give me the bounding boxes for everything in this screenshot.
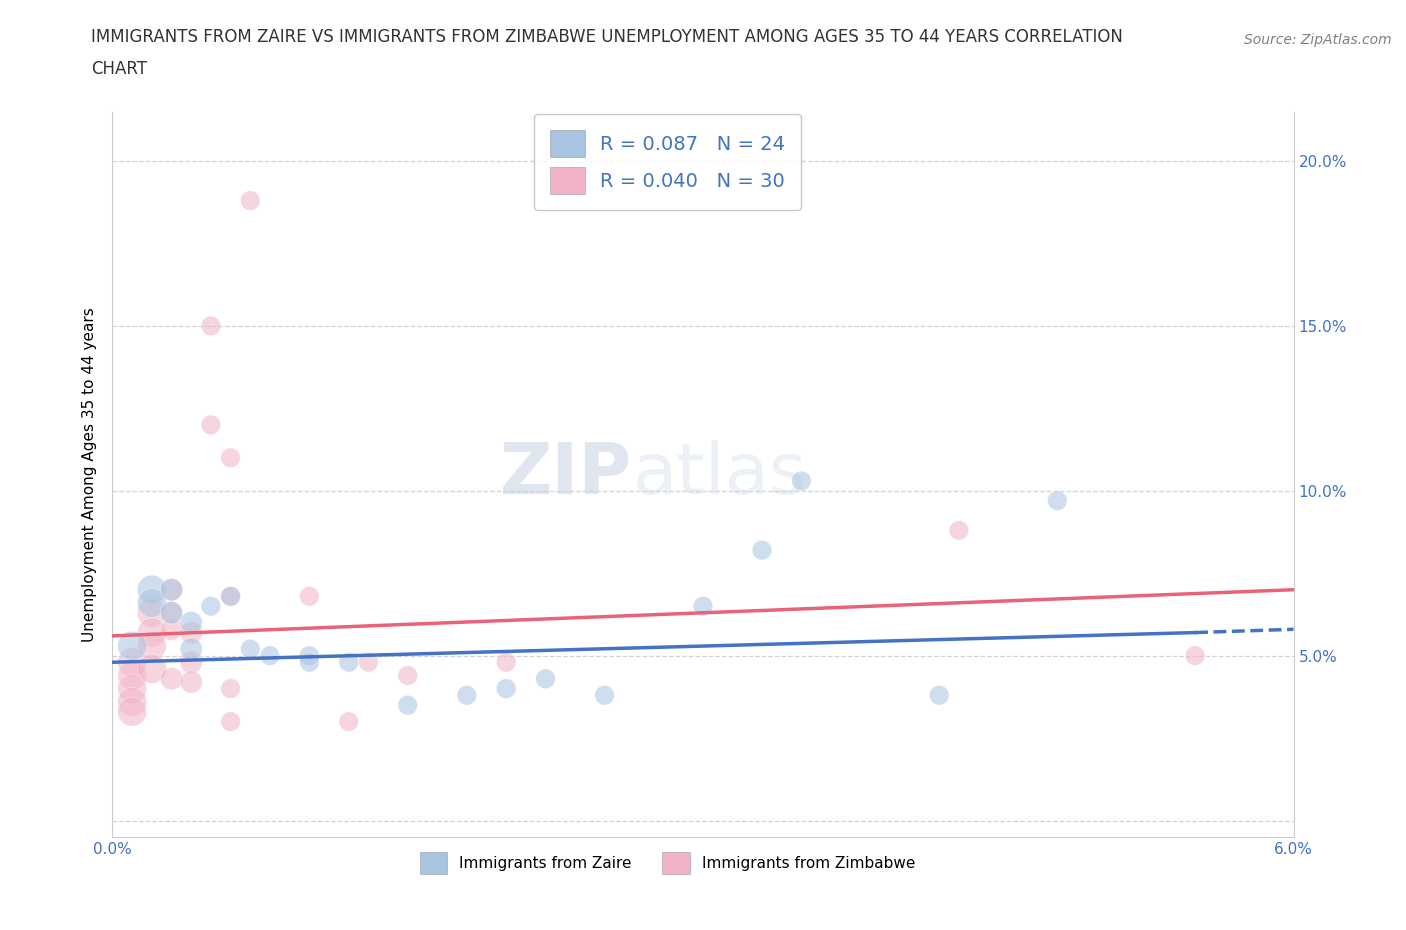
Point (495, 681, 517, 696)
Point (259, 648, 281, 663)
Point (141, 605, 163, 620)
Point (121, 704, 143, 719)
Point (298, 648, 321, 663)
Point (121, 638, 143, 653)
Point (219, 714, 242, 729)
Point (790, 473, 813, 488)
Point (337, 714, 360, 729)
Point (239, 193, 262, 208)
Point (456, 688, 478, 703)
Point (180, 674, 202, 689)
Point (298, 655, 321, 670)
Point (1184, 648, 1206, 663)
Text: ZIP: ZIP (501, 440, 633, 509)
Point (160, 671, 183, 686)
Point (219, 450, 242, 465)
Point (180, 625, 202, 640)
Point (141, 638, 163, 653)
Point (180, 642, 202, 657)
Point (121, 695, 143, 710)
Point (948, 523, 970, 538)
Point (298, 589, 321, 604)
Point (495, 655, 517, 670)
Point (160, 582, 183, 597)
Point (396, 668, 419, 683)
Point (200, 599, 222, 614)
Point (751, 543, 773, 558)
Point (160, 622, 183, 637)
Point (200, 318, 222, 333)
Text: IMMIGRANTS FROM ZAIRE VS IMMIGRANTS FROM ZIMBABWE UNEMPLOYMENT AMONG AGES 35 TO : IMMIGRANTS FROM ZAIRE VS IMMIGRANTS FROM… (91, 28, 1123, 46)
Point (534, 671, 557, 686)
Text: atlas: atlas (633, 440, 807, 509)
Point (160, 605, 183, 620)
Point (141, 661, 163, 676)
Point (928, 688, 950, 703)
Point (219, 681, 242, 696)
Point (121, 655, 143, 670)
Y-axis label: Unemployment Among Ages 35 to 44 years: Unemployment Among Ages 35 to 44 years (82, 307, 97, 642)
Point (692, 599, 714, 614)
Point (141, 582, 163, 597)
Point (141, 595, 163, 610)
Point (219, 589, 242, 604)
Point (593, 688, 616, 703)
Point (337, 655, 360, 670)
Point (160, 605, 183, 620)
Point (160, 582, 183, 597)
Text: Source: ZipAtlas.com: Source: ZipAtlas.com (1244, 33, 1392, 46)
Legend: Immigrants from Zaire, Immigrants from Zimbabwe: Immigrants from Zaire, Immigrants from Z… (413, 846, 921, 880)
Point (200, 418, 222, 432)
Text: CHART: CHART (91, 60, 148, 78)
Point (121, 668, 143, 683)
Point (357, 655, 380, 670)
Point (396, 698, 419, 712)
Point (121, 681, 143, 696)
Point (219, 589, 242, 604)
Point (239, 642, 262, 657)
Point (180, 616, 202, 631)
Point (1046, 493, 1069, 508)
Point (141, 625, 163, 640)
Point (180, 655, 202, 670)
